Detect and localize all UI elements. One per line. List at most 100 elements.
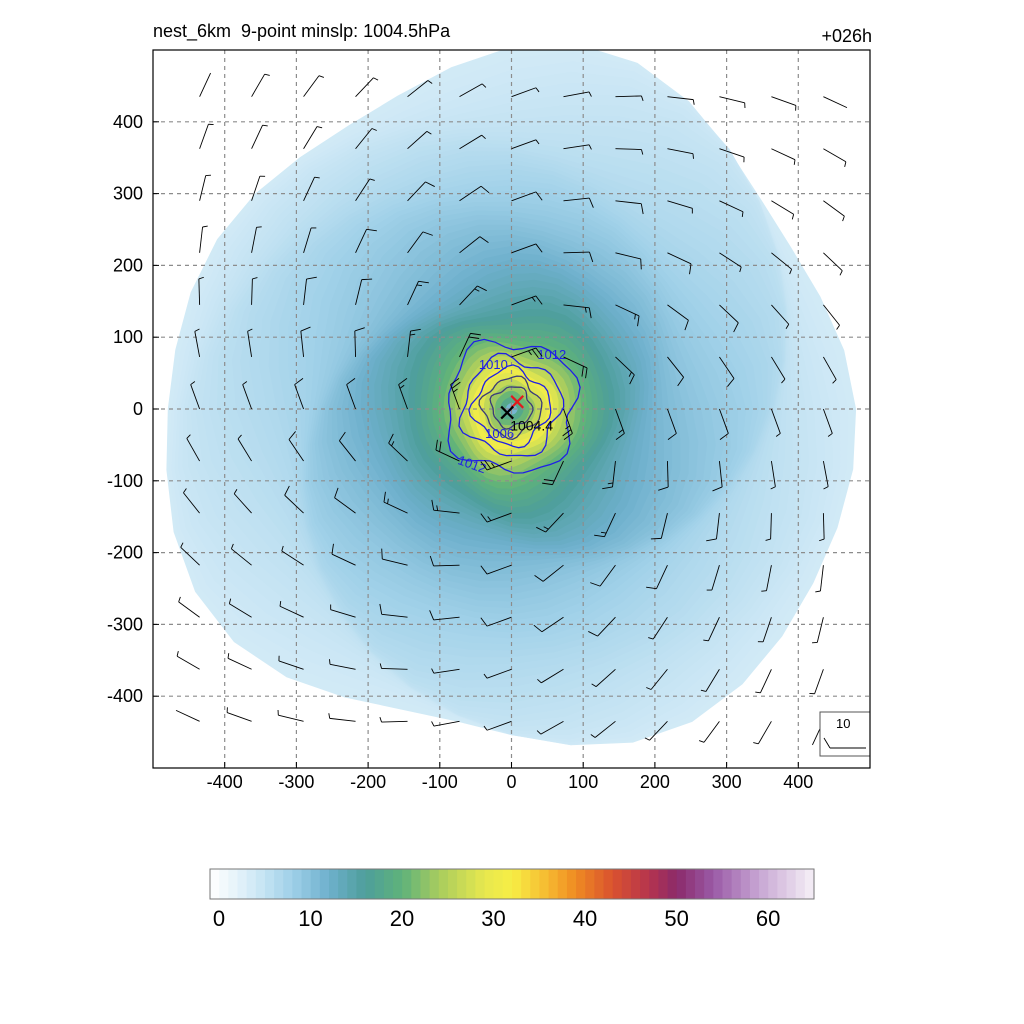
wind-barb-staff (771, 148, 796, 161)
wind-barb-half-feather (256, 226, 262, 228)
wind-barb-staff (766, 565, 772, 591)
wind-barb-feather (480, 617, 488, 627)
wind-barb-feather (431, 499, 435, 511)
colorbar-segment (612, 869, 623, 899)
wind-barb-half-feather (755, 691, 761, 694)
wind-barb-feather (719, 433, 729, 441)
wind-barb-half-feather (487, 516, 492, 521)
x-tick-label: 0 (506, 772, 516, 792)
colorbar-segment (246, 869, 257, 899)
colorbar-segment (630, 869, 641, 899)
colorbar-segment (704, 869, 714, 899)
wind-barb-staff (450, 384, 460, 410)
wind-barb-half-feather (634, 314, 636, 320)
wind-barbs (175, 72, 848, 746)
wind-barb-staff (542, 564, 564, 582)
wind-barb-half-feather (698, 740, 705, 743)
wind-barb-staff (300, 331, 305, 357)
wind-barb-staff (486, 616, 512, 627)
wind-barb-feather (588, 631, 598, 637)
wind-barb-half-feather (584, 307, 587, 313)
contour-label: 1010 (479, 357, 508, 372)
wind-barb-staff (199, 175, 207, 201)
wind-barb-staff (294, 384, 304, 410)
wind-barb-staff (354, 330, 357, 357)
wind-barb-staff (511, 191, 537, 202)
wind-barb-feather (439, 441, 442, 452)
wind-barb-staff (186, 438, 200, 462)
wind-barb-staff (719, 408, 729, 434)
wind-barb-staff (407, 281, 419, 306)
wind-barb-staff (435, 449, 460, 462)
colorbar-segment (804, 869, 815, 899)
colorbar-segment (777, 869, 788, 899)
wind-barb-staff (175, 709, 200, 722)
wind-barb-feather (366, 228, 377, 232)
wind-barb-half-feather (198, 276, 204, 280)
y-tick-label: -300 (107, 614, 143, 634)
wind-barb-staff (656, 564, 668, 589)
wind-barb-feather (331, 543, 334, 555)
wind-barb-half-feather (252, 277, 258, 280)
wind-barb-staff (251, 227, 257, 253)
wind-barb-staff (303, 227, 312, 253)
observed-center-marker (510, 395, 525, 409)
wind-barb-half-feather (190, 381, 196, 385)
wind-barb-feather (288, 431, 296, 440)
wind-barb-feather (640, 203, 644, 215)
wind-barb-staff (459, 236, 481, 254)
x-tick-label: -100 (422, 772, 458, 792)
wind-barb-staff (615, 95, 642, 98)
wind-barb-half-feather (588, 91, 592, 97)
wind-barb-feather (410, 328, 421, 332)
wind-barb-staff (563, 408, 573, 434)
wind-barb-staff (511, 139, 537, 150)
wind-barb-staff (381, 720, 408, 723)
wind-barb-staff (650, 668, 668, 690)
wind-barb-half-feather (646, 687, 652, 690)
wind-barb-staff (660, 513, 668, 539)
wind-barb-feather (294, 377, 304, 385)
wind-barb-staff (615, 252, 641, 260)
wind-barb-staff (194, 331, 201, 358)
wind-barb-staff (541, 668, 564, 684)
wind-barb-staff (823, 304, 840, 326)
colorbar-segment (557, 869, 568, 899)
wind-barb-half-feather (491, 462, 495, 468)
wind-barb-staff (771, 200, 794, 215)
wind-barb-staff (398, 384, 408, 410)
wind-barb-half-feather (481, 83, 487, 88)
wind-barb-staff (814, 669, 824, 694)
wind-barb-half-feather (281, 545, 284, 552)
wind-barb-staff (190, 384, 201, 410)
wind-barb-feather (306, 276, 317, 280)
wind-barb-staff (231, 548, 252, 566)
wind-barb-half-feather (416, 284, 423, 287)
wind-barb-feather (429, 610, 435, 621)
wind-barb-staff (433, 616, 460, 621)
y-tick-label: 0 (133, 399, 143, 419)
wind-barb-feather (563, 433, 573, 441)
colorbar-segment (658, 869, 669, 899)
wind-barb-half-feather (832, 379, 837, 384)
wind-barb-half-feather (842, 216, 845, 222)
wind-barb-staff (703, 721, 720, 743)
wind-barb-staff (563, 251, 590, 254)
wind-barb-half-feather (700, 689, 707, 692)
wind-barb-feather (531, 349, 539, 359)
wind-barb-staff (303, 177, 315, 201)
wind-barb-feather (398, 377, 408, 385)
wind-barb-half-feather (827, 433, 833, 437)
wind-barb-half-feather (178, 596, 181, 602)
wind-barb-half-feather (536, 730, 542, 735)
wind-barb-half-feather (741, 211, 744, 217)
wind-barb-half-feather (180, 542, 184, 548)
wind-barb-staff (251, 175, 261, 201)
wind-barb-staff (199, 226, 204, 253)
wind-barb-feather (562, 429, 572, 437)
wind-barb-half-feather (618, 429, 624, 434)
colorbar: 0 10 20 30 40 50 60 (209, 868, 815, 931)
y-tick-label: -100 (107, 471, 143, 491)
colorbar-tick-label: 20 (390, 906, 414, 931)
wind-barb-feather (480, 565, 488, 575)
